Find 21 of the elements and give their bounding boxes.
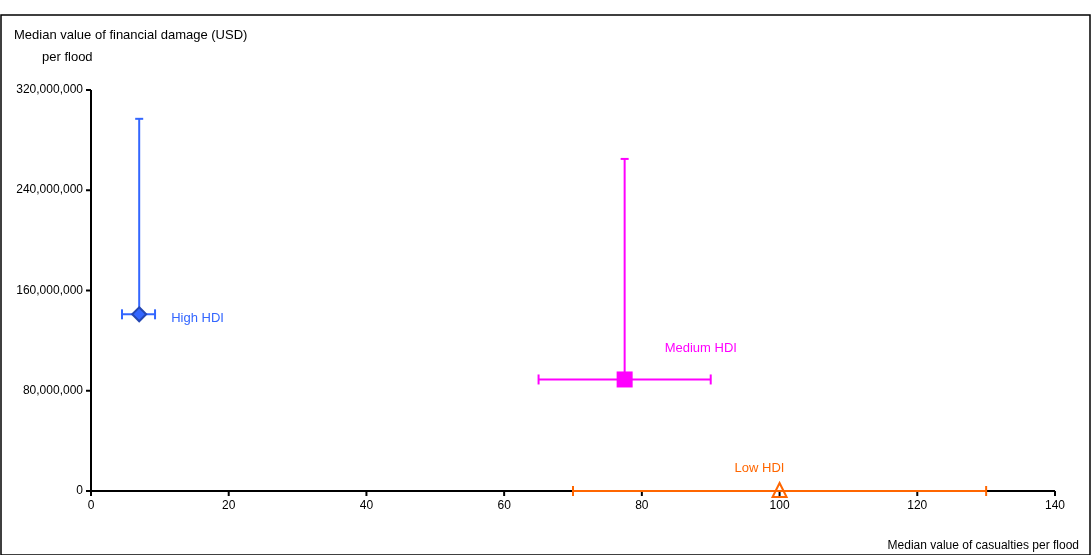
series-label: High HDI [171,309,224,325]
y-tick-label: 0 [76,483,84,498]
y-axis-title: Median value of financial damage (USD) per flood [14,27,248,64]
x-tick-label: 40 [359,498,374,512]
y-tick-label: 320,000,000 [16,82,84,97]
x-tick-label: 0 [87,498,95,512]
x-tick-label: 20 [222,498,236,512]
x-tick-label: 120 [907,498,928,512]
y-tick-label: 240,000,000 [16,182,84,197]
x-tick-label: 80 [635,498,649,512]
y-tick-label: 80,000,000 [22,382,84,397]
y-tick-label: 160,000,000 [16,282,84,297]
series-label: Low HDI [734,460,785,476]
x-tick-label: 60 [497,498,512,512]
x-tick-label: 100 [769,498,790,512]
point [616,371,633,388]
point [131,306,148,323]
x-axis-title: Median value of casualties per flood [887,538,1079,552]
text: Medium HDI [664,339,737,355]
point [771,482,788,498]
x-tick-label: 140 [1044,498,1066,512]
